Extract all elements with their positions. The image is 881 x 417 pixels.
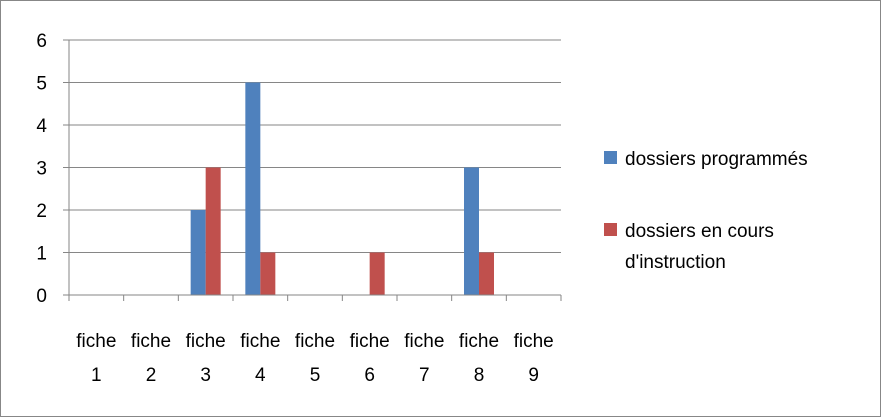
axes: [63, 39, 562, 301]
x-tick-label: 6: [364, 365, 375, 386]
bar-series-2-6: [369, 252, 385, 295]
x-tick-label: 8: [474, 365, 485, 386]
x-tick-label: fiche: [186, 331, 226, 352]
bar-series-1-3: [190, 210, 206, 295]
x-tick-label: fiche: [76, 331, 116, 352]
bar-series-2-3: [205, 167, 221, 295]
x-tick-label: fiche: [404, 331, 444, 352]
x-tick-label: 4: [255, 365, 266, 386]
legend-swatch-2: [604, 223, 617, 236]
x-tick-label: 2: [146, 365, 157, 386]
y-tick-label: 5: [36, 74, 47, 95]
bar-series-2-8: [479, 252, 494, 295]
x-axis-ticks: fiche 1 fiche 2 fiche 3 fiche 4 fiche 5 fiche 6 fich…: [76, 331, 553, 386]
y-tick-label: 1: [36, 244, 47, 265]
y-tick-label: 0: [36, 286, 47, 307]
legend: dossiers programmés dossiers en cours d'in…: [604, 149, 808, 273]
x-tick-label: 9: [528, 365, 539, 386]
y-tick-label: 3: [36, 159, 47, 180]
x-tick-label: 5: [310, 365, 321, 386]
legend-swatch-1: [604, 151, 617, 164]
x-tick-label: 7: [419, 365, 430, 386]
legend-label: dossiers en cours: [625, 221, 774, 242]
bars: [190, 82, 494, 295]
bar-series-1-8: [464, 167, 479, 295]
x-tick-label: fiche: [131, 331, 171, 352]
y-tick-label: 4: [36, 116, 47, 137]
bar-series-2-4: [260, 252, 276, 295]
y-tick-label: 6: [36, 31, 47, 52]
y-axis-ticks: 0 1 2 3 4 5 6: [36, 31, 47, 307]
y-tick-label: 2: [36, 201, 47, 222]
legend-label: d'instruction: [625, 252, 726, 273]
x-tick-label: fiche: [295, 331, 335, 352]
legend-label: dossiers programmés: [625, 149, 808, 170]
bar-series-1-4: [245, 82, 261, 295]
x-tick-label: fiche: [514, 331, 554, 352]
x-tick-label: 1: [91, 365, 102, 386]
x-tick-label: fiche: [459, 331, 499, 352]
x-tick-label: 3: [200, 365, 211, 386]
gridlines: [69, 39, 561, 253]
x-tick-label: fiche: [350, 331, 390, 352]
x-tick-label: fiche: [240, 331, 280, 352]
